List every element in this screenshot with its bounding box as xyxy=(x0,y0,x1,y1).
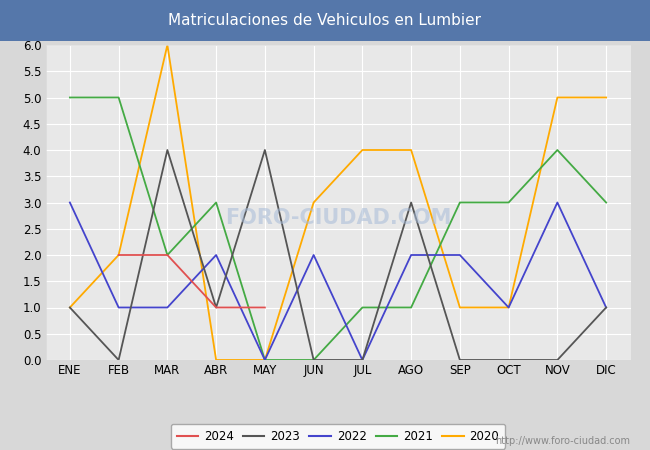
Text: FORO-CIUDAD.COM: FORO-CIUDAD.COM xyxy=(225,208,451,228)
Text: http://www.foro-ciudad.com: http://www.foro-ciudad.com xyxy=(495,436,630,446)
Legend: 2024, 2023, 2022, 2021, 2020: 2024, 2023, 2022, 2021, 2020 xyxy=(171,424,505,449)
Text: Matriculaciones de Vehiculos en Lumbier: Matriculaciones de Vehiculos en Lumbier xyxy=(168,13,482,28)
